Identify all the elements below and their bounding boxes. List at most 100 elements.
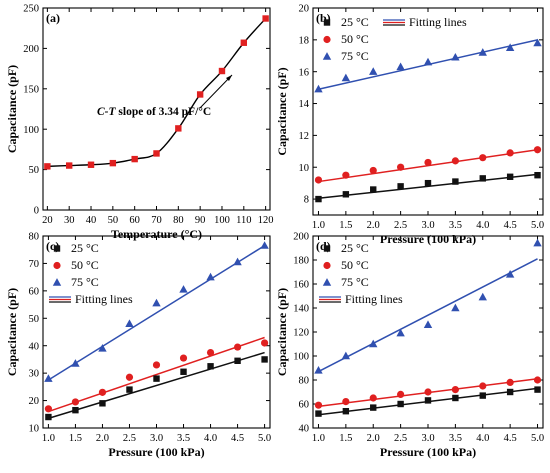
- series-line: [47, 18, 267, 168]
- data-point-s1-5: [451, 157, 459, 165]
- legend-fit-label: Fitting lines: [409, 15, 467, 29]
- legend-marker-0: [323, 19, 331, 26]
- legend-label-1: 50 °C: [71, 258, 99, 272]
- data-point-s0-4: [424, 397, 432, 404]
- data-point-s1-3: [397, 390, 405, 398]
- data-point-s1-7: [506, 149, 514, 157]
- data-point-s1-2: [98, 388, 107, 396]
- data-point-s2-8: [260, 241, 269, 249]
- data-point-s1-7: [233, 343, 242, 351]
- x-tick-label: 2.5: [394, 220, 407, 231]
- x-tick-label: 3.5: [177, 433, 190, 444]
- y-tick-label: 150: [23, 84, 39, 95]
- x-tick-label: 110: [236, 215, 251, 226]
- x-tick-label: 3.0: [150, 433, 163, 444]
- x-tick-label: 1.5: [339, 433, 352, 444]
- x-axis-label: Temperature (°C): [111, 227, 202, 241]
- data-point-s0-2: [99, 400, 106, 407]
- data-point-8: [218, 67, 226, 75]
- data-point-s0-0: [315, 195, 322, 203]
- data-point-s2-6: [478, 48, 487, 56]
- data-point-s1-8: [260, 339, 269, 347]
- x-tick-label: 5.0: [531, 220, 544, 231]
- x-tick-label: 90: [195, 215, 206, 226]
- data-point-s0-6: [479, 392, 486, 399]
- y-tick-label: 250: [23, 4, 39, 15]
- x-tick-label: 3.0: [421, 220, 434, 231]
- y-tick-label: 70: [29, 259, 40, 270]
- x-tick-label: 2.0: [367, 433, 380, 444]
- y-tick-label: 30: [29, 369, 40, 380]
- x-tick-label: 50: [108, 215, 119, 226]
- data-point-s2-5: [451, 52, 460, 61]
- y-tick-label: 14: [299, 99, 310, 110]
- y-tick-label: 80: [299, 376, 310, 387]
- fit-line-2: [318, 258, 538, 373]
- y-tick-label: 200: [23, 44, 39, 55]
- x-tick-label: 4.0: [476, 220, 489, 231]
- data-point-s1-6: [206, 348, 215, 357]
- data-point-s1-4: [424, 388, 432, 396]
- data-point-s2-3: [125, 319, 134, 327]
- data-point-s2-5: [179, 285, 188, 293]
- data-point-s0-8: [261, 356, 268, 363]
- legend-label-1: 50 °C: [341, 258, 369, 272]
- legend-fit-label: Fitting lines: [75, 292, 133, 306]
- data-point-s2-2: [98, 344, 107, 352]
- x-tick-label: 1.5: [339, 220, 352, 231]
- data-point-s0-1: [342, 408, 350, 415]
- x-tick-label: 70: [151, 215, 162, 226]
- y-tick-label: 50: [29, 165, 40, 176]
- legend-label-0: 25 °C: [71, 241, 99, 255]
- x-tick-label: 1.0: [312, 433, 325, 444]
- y-tick-label: 10: [29, 424, 40, 435]
- y-tick-label: 200: [293, 232, 309, 243]
- x-tick-label: 40: [86, 215, 97, 226]
- data-point-s1-0: [314, 401, 323, 409]
- data-point-s2-2: [369, 67, 378, 75]
- y-tick-label: 20: [299, 4, 310, 15]
- data-point-s0-3: [126, 386, 133, 393]
- y-axis-label: Capacitance (pF): [5, 65, 19, 153]
- data-point-s1-6: [479, 382, 487, 390]
- x-tick-label: 2.0: [96, 433, 109, 444]
- data-point-s1-1: [342, 398, 350, 406]
- y-tick-label: 20: [29, 396, 40, 407]
- data-point-s1-5: [451, 386, 459, 394]
- data-point-s2-7: [505, 270, 515, 278]
- x-tick-label: 120: [258, 215, 274, 226]
- chart-panel-c: 1.0 1.5 2.0 2.5 3.0 3.5 4.0 4.5 5.0 10 20 30 40 50 60 7…: [5, 232, 271, 459]
- data-point-s1-6: [479, 154, 487, 162]
- chart-panel-b: 1.0 1.5 2.0 2.5 3.0 3.5 4.0 4.5 5.0 8 10 12 14 16 18 20…: [275, 4, 544, 246]
- x-tick-label: 5.0: [258, 433, 271, 444]
- data-point-s1-4: [424, 158, 432, 167]
- chart-panel-a: 20 30 40 50 60 70 80 90 100 110 120 0 50 100 150 200 250…: [5, 4, 274, 241]
- x-tick-label: 3.5: [449, 433, 462, 444]
- y-tick-label: 18: [299, 35, 310, 46]
- y-tick-label: 50: [29, 314, 40, 325]
- data-point-s0-2: [370, 186, 377, 193]
- y-tick-label: 180: [293, 256, 309, 267]
- x-tick-label: 100: [214, 215, 230, 226]
- data-point-s1-3: [125, 373, 134, 381]
- data-point-s2-8: [533, 238, 542, 247]
- data-point-s2-0: [314, 84, 323, 93]
- y-tick-label: 12: [299, 131, 310, 142]
- data-point-s1-2: [369, 394, 377, 402]
- legend-label-2: 75 °C: [71, 275, 99, 289]
- data-point-1: [65, 162, 73, 169]
- data-point-s0-1: [72, 406, 79, 414]
- data-point-s2-4: [423, 320, 433, 328]
- y-tick-label: 100: [293, 352, 309, 363]
- x-tick-label: 1.5: [69, 433, 82, 444]
- legend-marker-1: [53, 261, 61, 270]
- y-tick-label: 40: [29, 341, 40, 352]
- y-tick-label: 0: [34, 206, 39, 217]
- data-point-s1-5: [179, 354, 188, 362]
- fit-line-0: [48, 351, 265, 420]
- data-point-s1-1: [342, 171, 350, 179]
- data-point-9: [240, 39, 248, 46]
- x-tick-label: 5.0: [531, 433, 544, 444]
- data-point-s2-3: [396, 62, 405, 71]
